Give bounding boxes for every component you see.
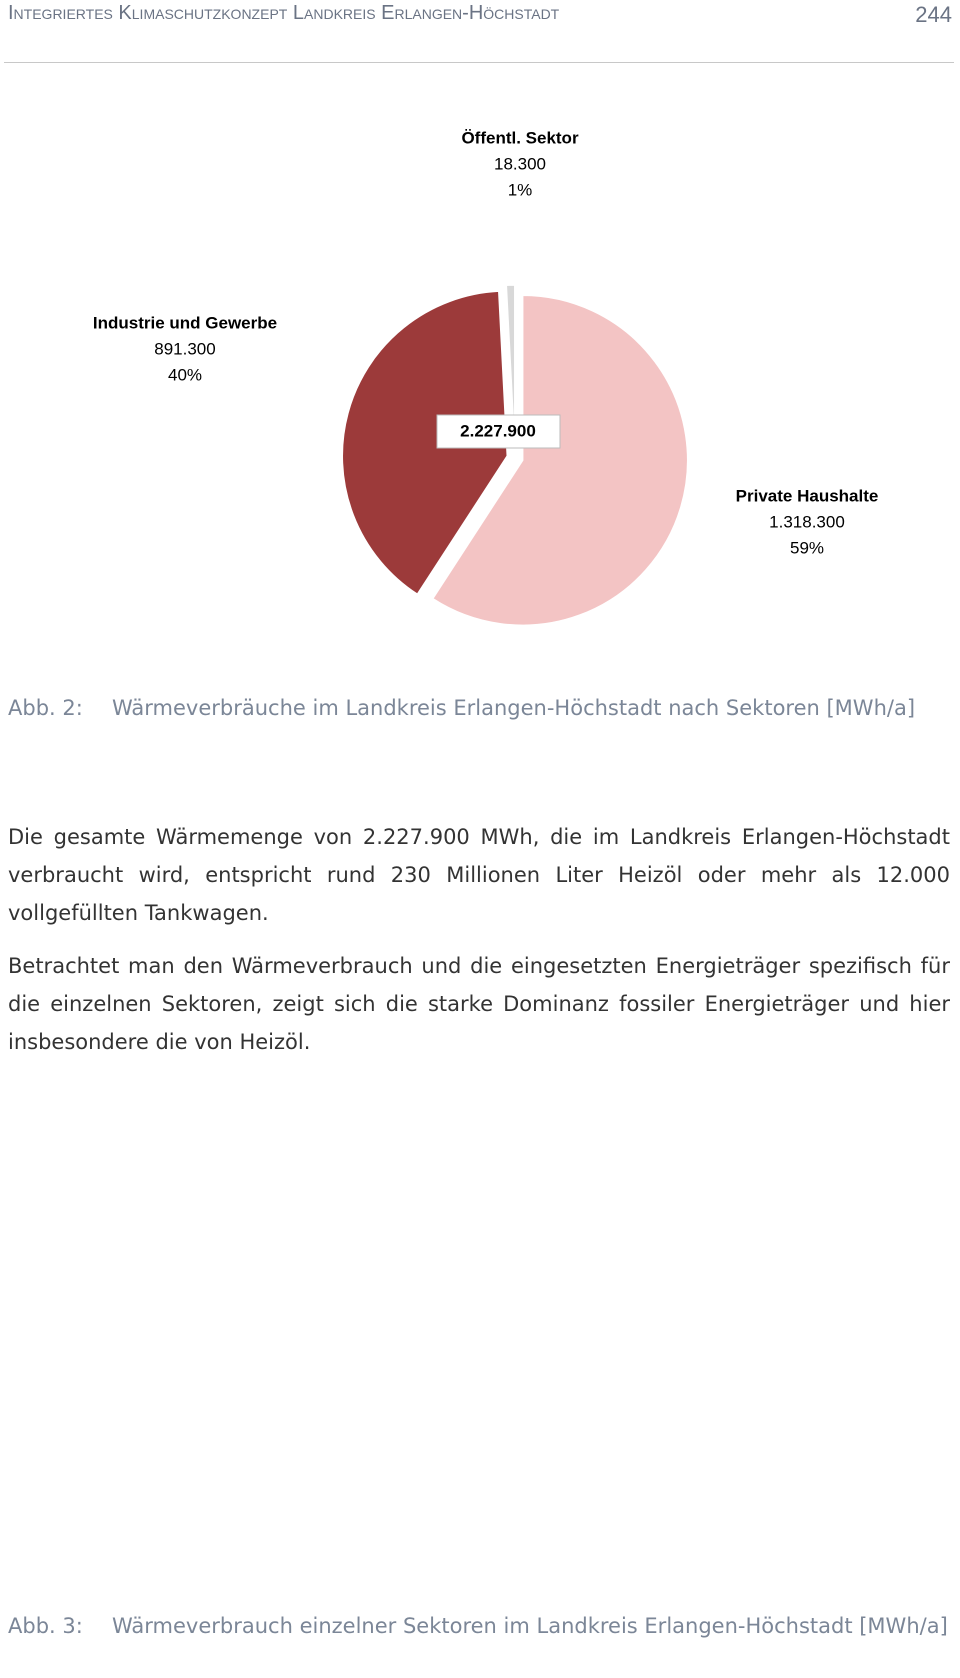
pie-slice xyxy=(431,294,689,627)
slice-value: 891.300 xyxy=(154,339,215,358)
pie-slice xyxy=(505,284,516,451)
slice-percent: 59% xyxy=(790,538,824,557)
page-number: 244 xyxy=(915,2,952,27)
slice-value: 18.300 xyxy=(494,154,546,173)
pie-slice xyxy=(341,290,509,596)
slice-label: Private Haushalte xyxy=(736,486,879,505)
header-rule xyxy=(4,62,954,63)
header-title: Integriertes Klimaschutzkonzept Landkrei… xyxy=(8,2,560,24)
figure-caption: Abb. 3: Wärmeverbrauch einzelner Sektore… xyxy=(8,1608,950,1644)
slice-label: Industrie und Gewerbe xyxy=(93,313,277,332)
figure-caption: Abb. 2: Wärmeverbräuche im Landkreis Erl… xyxy=(8,690,950,726)
chart: Private Haushalte 1.318.300 59% Industrie u… xyxy=(93,128,879,627)
slice-percent: 40% xyxy=(168,365,202,384)
caption-label: Abb. 2: xyxy=(8,696,83,720)
paragraph: Betrachtet man den Wärmeverbrauch und di… xyxy=(8,954,950,1054)
slice-label: Öffentl. Sektor xyxy=(461,128,579,147)
paragraph: Die gesamte Wärmemenge von 2.227.900 MWh… xyxy=(8,825,950,925)
caption-text: Wärmeverbräuche im Landkreis Erlangen-Hö… xyxy=(112,696,916,720)
slice-value: 1.318.300 xyxy=(769,512,845,531)
total-label: 2.227.900 xyxy=(460,421,536,440)
slice-percent: 1% xyxy=(508,180,533,199)
total-box xyxy=(436,414,561,449)
caption-label: Abb. 3: xyxy=(8,1614,83,1638)
caption-text: Wärmeverbrauch einzelner Sektoren im Lan… xyxy=(112,1614,948,1638)
